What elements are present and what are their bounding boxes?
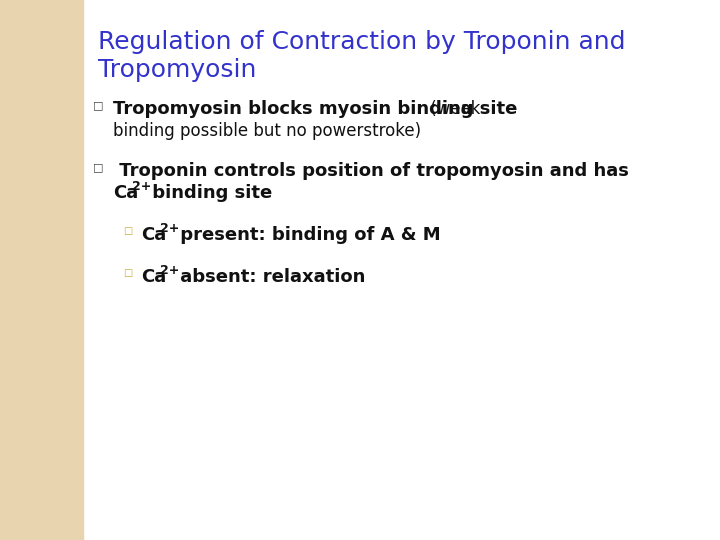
Text: 2+: 2+: [160, 264, 179, 277]
Text: □: □: [93, 162, 103, 172]
Text: □: □: [93, 100, 103, 110]
Text: Tropomyosin blocks myosin binding site: Tropomyosin blocks myosin binding site: [113, 100, 517, 118]
Text: Ca: Ca: [113, 184, 138, 202]
Text: 2+: 2+: [132, 180, 151, 193]
Text: Troponin controls position of tropomyosin and has: Troponin controls position of tropomyosi…: [113, 162, 629, 180]
Text: binding site: binding site: [145, 184, 272, 202]
Text: Ca: Ca: [141, 226, 166, 244]
Text: 2+: 2+: [160, 222, 179, 235]
Bar: [0, 0, 83, 540]
Text: Regulation of Contraction by Troponin and: Regulation of Contraction by Troponin an…: [98, 30, 625, 54]
Text: binding possible but no powerstroke): binding possible but no powerstroke): [113, 122, 421, 140]
Text: (weak: (weak: [425, 100, 480, 118]
Text: Ca: Ca: [141, 268, 166, 286]
Text: □: □: [123, 268, 132, 278]
Text: Tropomyosin: Tropomyosin: [98, 58, 256, 82]
Text: □: □: [123, 226, 132, 236]
Text: present: binding of A & M: present: binding of A & M: [174, 226, 441, 244]
Text: absent: relaxation: absent: relaxation: [174, 268, 365, 286]
